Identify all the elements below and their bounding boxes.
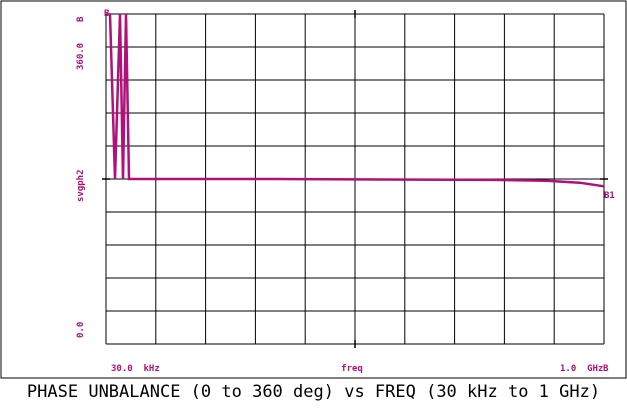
- y-tick-label-min: 0.0: [76, 322, 86, 338]
- phase-trace-line: [108, 13, 605, 188]
- y-tick-label-max: 360.0: [76, 43, 86, 70]
- chart-title: PHASE UNBALANCE (0 to 360 deg) vs FREQ (…: [26, 382, 601, 402]
- x-axis-label: freq: [341, 364, 363, 374]
- outer-border: [0, 0, 627, 379]
- trace-end-label: B1: [604, 191, 615, 201]
- right-marker-label: B: [603, 364, 609, 374]
- x-tick-label-start: 30.0 kHz: [111, 364, 160, 374]
- trace-start-label: B: [104, 9, 110, 19]
- trace-layer: [108, 13, 605, 188]
- x-tick-label-end: 1.0 GHz: [560, 364, 603, 374]
- y-axis-label: svgph2: [76, 169, 86, 202]
- top-marker-label: B: [76, 16, 86, 22]
